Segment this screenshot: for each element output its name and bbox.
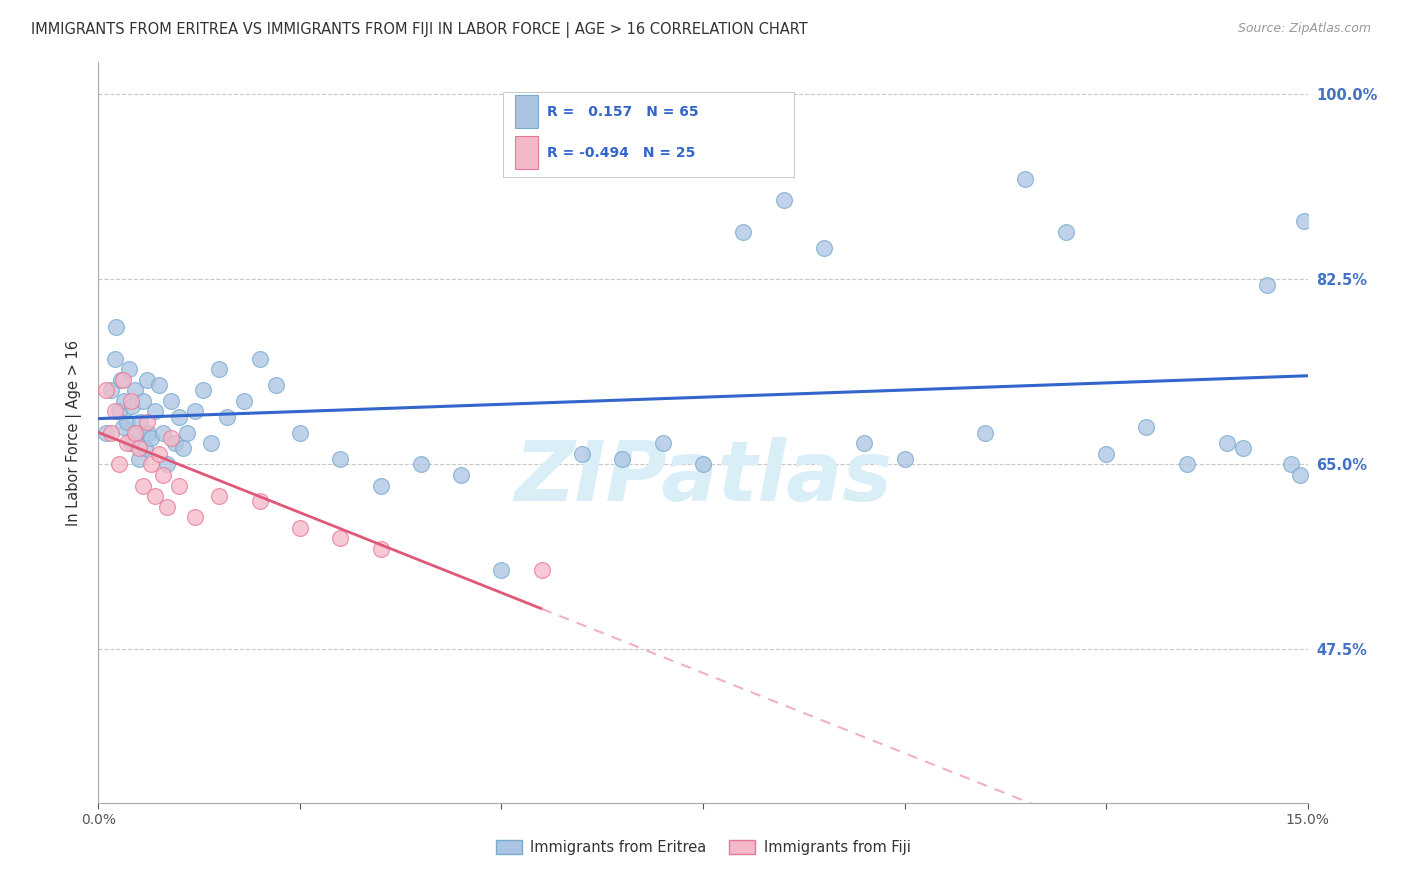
Point: [1175, 458, 1198, 472]
Point: [135, 373, 157, 387]
Point: [1232, 442, 1254, 456]
Point: [193, 384, 215, 398]
Point: [105, 319, 128, 334]
Point: [450, 467, 472, 482]
Point: [132, 478, 155, 492]
Point: [96, 384, 118, 398]
Point: [152, 467, 174, 482]
Text: ZIPatlas: ZIPatlas: [515, 436, 891, 517]
Point: [129, 415, 152, 429]
Point: [148, 447, 170, 461]
Legend: Immigrants from Eritrea, Immigrants from Fiji: Immigrants from Eritrea, Immigrants from…: [488, 832, 918, 863]
Point: [167, 409, 190, 424]
Point: [1014, 171, 1036, 186]
Point: [156, 500, 179, 514]
Point: [409, 458, 432, 472]
Point: [264, 378, 287, 392]
Point: [651, 436, 673, 450]
Point: [138, 425, 160, 440]
Point: [160, 431, 183, 445]
Point: [772, 193, 794, 207]
Text: Source: ZipAtlas.com: Source: ZipAtlas.com: [1237, 22, 1371, 36]
Point: [120, 436, 142, 450]
Point: [111, 373, 134, 387]
Point: [167, 478, 190, 492]
Point: [692, 458, 714, 472]
Point: [1256, 277, 1278, 292]
Point: [1095, 447, 1118, 461]
Point: [139, 458, 162, 472]
Point: [208, 489, 231, 503]
Point: [232, 393, 254, 408]
Point: [115, 415, 138, 429]
Point: [96, 425, 118, 440]
Point: [143, 404, 166, 418]
Point: [152, 425, 174, 440]
Point: [249, 351, 271, 366]
Point: [176, 425, 198, 440]
Point: [288, 425, 311, 440]
Point: [249, 494, 271, 508]
Point: [143, 489, 166, 503]
Point: [128, 452, 150, 467]
Point: [128, 442, 150, 456]
Point: [184, 404, 207, 418]
Point: [530, 563, 553, 577]
Point: [1288, 467, 1310, 482]
Point: [1281, 458, 1303, 472]
Point: [111, 420, 134, 434]
Point: [127, 425, 149, 440]
Point: [491, 563, 513, 577]
Point: [200, 436, 222, 450]
Point: [853, 436, 876, 450]
Point: [172, 442, 194, 456]
Point: [813, 240, 835, 254]
Point: [124, 425, 146, 440]
Point: [974, 425, 997, 440]
Point: [110, 373, 132, 387]
Point: [370, 478, 392, 492]
Point: [120, 393, 142, 408]
Point: [134, 442, 156, 456]
Point: [118, 362, 141, 376]
Point: [288, 521, 311, 535]
Point: [733, 225, 755, 239]
Point: [893, 452, 915, 467]
Point: [217, 409, 239, 424]
Point: [208, 362, 231, 376]
Point: [107, 404, 129, 418]
Point: [571, 447, 593, 461]
Point: [156, 458, 179, 472]
Point: [1292, 214, 1315, 228]
Point: [112, 393, 135, 408]
Point: [1135, 420, 1157, 434]
Point: [100, 425, 122, 440]
Point: [163, 436, 186, 450]
Point: [329, 532, 352, 546]
Point: [148, 378, 170, 392]
Point: [329, 452, 352, 467]
Point: [103, 404, 125, 418]
Point: [124, 384, 146, 398]
Y-axis label: In Labor Force | Age > 16: In Labor Force | Age > 16: [66, 340, 83, 525]
Point: [1216, 436, 1239, 450]
Point: [1054, 225, 1077, 239]
Point: [184, 510, 207, 524]
Point: [139, 431, 162, 445]
Point: [107, 458, 129, 472]
Point: [115, 436, 138, 450]
Point: [612, 452, 634, 467]
Point: [103, 351, 125, 366]
Point: [132, 393, 155, 408]
Point: [160, 393, 183, 408]
Text: IMMIGRANTS FROM ERITREA VS IMMIGRANTS FROM FIJI IN LABOR FORCE | AGE > 16 CORREL: IMMIGRANTS FROM ERITREA VS IMMIGRANTS FR…: [31, 22, 807, 38]
Point: [121, 399, 143, 413]
Point: [135, 415, 157, 429]
Point: [370, 541, 392, 556]
Point: [100, 384, 122, 398]
